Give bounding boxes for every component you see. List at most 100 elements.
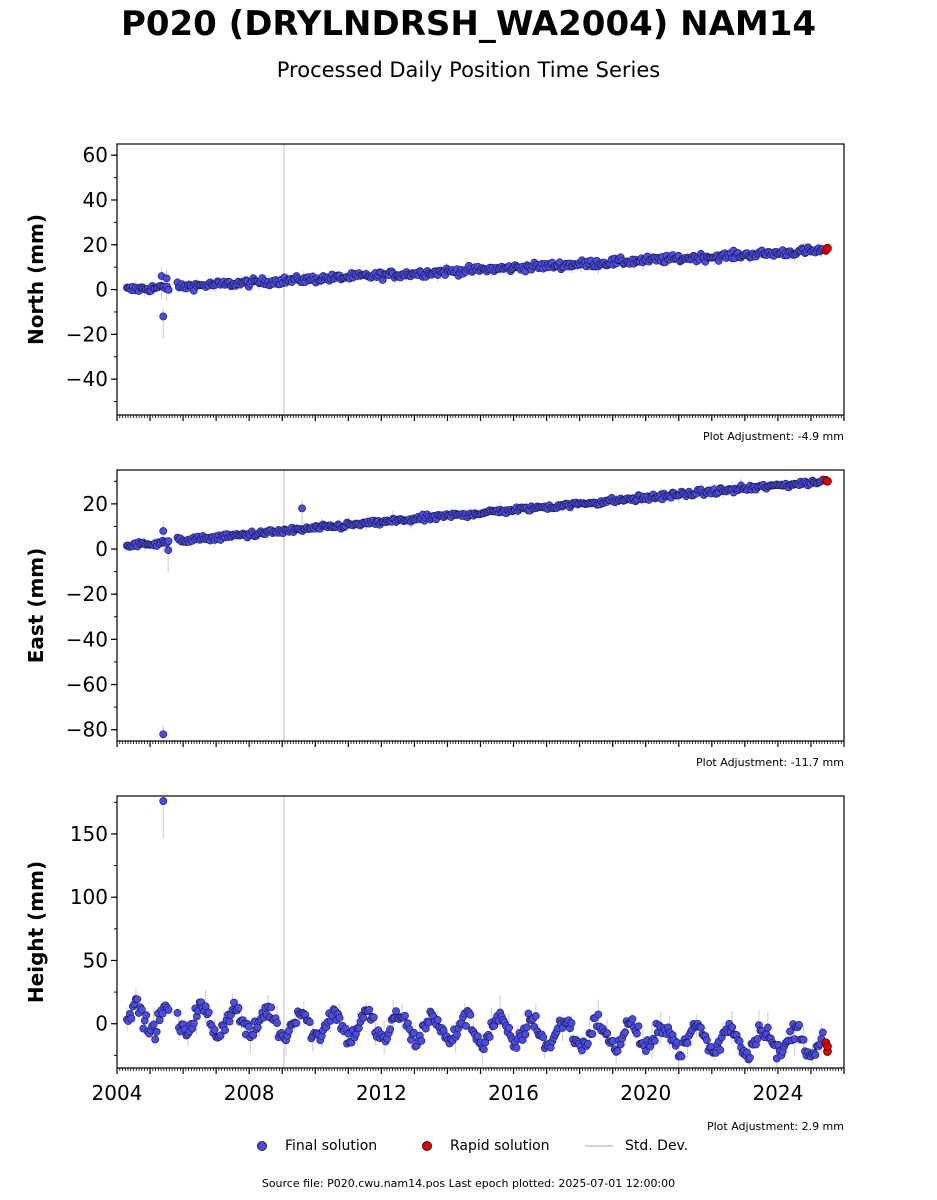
final-point <box>359 1014 368 1022</box>
y-tick-label: 0 <box>95 537 108 561</box>
rapid-point <box>823 243 832 253</box>
panel-3: 0 50 100 150 2004 2008 2012 2016 2020 2024 Height … <box>24 795 845 1133</box>
x-tick-label: 2024 <box>752 1081 803 1105</box>
final-point <box>225 1017 234 1026</box>
plot-area <box>123 144 832 415</box>
y-axis-label: North (mm) <box>24 214 48 345</box>
final-point <box>401 1011 409 1020</box>
plot-area <box>123 796 832 1068</box>
final-point <box>795 1021 803 1029</box>
y-tick-label: 100 <box>70 885 108 909</box>
final-point <box>466 1011 475 1019</box>
legend-rapid-label: Rapid solution <box>450 1138 550 1154</box>
final-point-outlier <box>159 730 168 739</box>
plot-adjustment: Plot Adjustment: -11.7 mm <box>696 756 844 769</box>
final-point <box>763 1023 772 1032</box>
final-point <box>479 1045 488 1054</box>
rapid-solution-marker-icon <box>422 1141 432 1151</box>
y-tick-label: −20 <box>66 582 108 606</box>
final-point <box>164 1006 173 1014</box>
y-tick-label: −40 <box>66 627 108 651</box>
y-tick-label: 40 <box>83 188 108 212</box>
final-point <box>512 1044 521 1052</box>
final-point-outlier <box>159 312 168 321</box>
final-point <box>354 1024 363 1033</box>
final-point <box>735 1037 744 1046</box>
y-tick-label: 150 <box>70 822 108 846</box>
final-point <box>365 1005 374 1014</box>
x-tick-label: 2004 <box>92 1081 143 1105</box>
final-point <box>230 998 238 1007</box>
final-point <box>650 1036 659 1045</box>
final-point <box>164 537 173 546</box>
final-point <box>127 1014 136 1023</box>
final-point <box>369 1013 378 1022</box>
final-point <box>746 1053 754 1062</box>
y-tick-label: 50 <box>83 948 108 972</box>
legend-final: Final solution <box>257 1138 377 1154</box>
final-point <box>567 1019 576 1027</box>
final-point <box>786 1027 795 1036</box>
final-point <box>634 1022 643 1030</box>
final-point <box>728 1023 737 1032</box>
final-point <box>417 1037 426 1045</box>
final-point <box>613 1047 622 1055</box>
y-tick-label: 0 <box>95 1012 108 1036</box>
final-point <box>253 1023 262 1032</box>
final-point <box>267 1003 276 1012</box>
final-point <box>133 995 142 1004</box>
final-point <box>149 1020 158 1029</box>
rapid-point <box>823 476 832 486</box>
y-tick-label: −80 <box>66 718 108 742</box>
final-point <box>485 1033 494 1041</box>
final-point <box>335 1013 344 1022</box>
final-point <box>697 1023 705 1032</box>
final-point-outlier <box>162 274 171 283</box>
final-point <box>683 1039 692 1047</box>
panel-1: −40 −20 0 20 40 60 North (mm) Plot Adjustment: … <box>24 143 845 443</box>
legend-rapid: Rapid solution <box>422 1138 550 1154</box>
final-point <box>305 1018 314 1026</box>
legend-stddev: Std. Dev. <box>585 1138 688 1154</box>
final-point-outlier <box>159 527 168 535</box>
final-point <box>453 1030 461 1039</box>
final-point <box>583 1039 592 1048</box>
y-axis-label: East (mm) <box>24 548 48 664</box>
final-point <box>152 1027 161 1036</box>
y-tick-label: −40 <box>66 367 108 391</box>
rapid-point <box>823 1042 832 1051</box>
final-point <box>523 1023 531 1032</box>
x-tick-label: 2012 <box>356 1081 407 1105</box>
final-point <box>137 1005 146 1014</box>
source-footer: Source file: P020.cwu.nam14.pos Last epo… <box>261 1177 676 1190</box>
final-point <box>273 1019 282 1027</box>
final-point <box>505 1023 513 1032</box>
final-point <box>204 1008 213 1017</box>
legend: Final solution Rapid solution Std. Dev. <box>0 1138 937 1158</box>
final-point <box>531 1012 540 1020</box>
final-point <box>221 1026 229 1035</box>
final-point <box>292 1019 301 1028</box>
final-point <box>433 1016 442 1024</box>
y-tick-label: 0 <box>95 278 108 302</box>
final-point <box>521 1030 530 1039</box>
final-point <box>142 1011 151 1020</box>
y-tick-label: 20 <box>83 492 108 516</box>
final-point <box>539 1033 548 1042</box>
final-point <box>386 1025 395 1034</box>
y-axis-label: Height (mm) <box>24 861 48 1003</box>
final-point <box>244 1022 253 1031</box>
final-point <box>594 1010 603 1019</box>
chart-title: P020 (DRYLNDRSH_WA2004) NAM14 <box>120 4 817 44</box>
x-tick-label: 2008 <box>224 1081 275 1105</box>
final-solution-marker-icon <box>257 1141 267 1151</box>
final-point <box>164 286 173 294</box>
final-point <box>753 1035 762 1043</box>
plot-area <box>123 470 832 741</box>
std-dev-line-icon <box>585 1145 613 1147</box>
y-tick-label: 20 <box>83 233 108 257</box>
panel-2: −80 −60 −40 −20 0 20 East (mm) Plot Adjustment:… <box>24 469 845 769</box>
final-point <box>811 1050 820 1059</box>
final-point <box>189 1019 198 1028</box>
